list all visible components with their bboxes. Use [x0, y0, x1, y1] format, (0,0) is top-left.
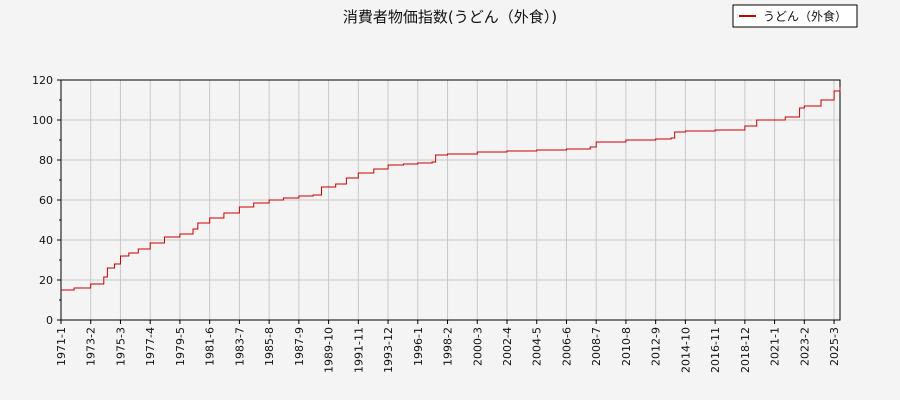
series-line: [61, 87, 841, 291]
y-tick-label: 40: [39, 234, 53, 247]
x-tick-label: 1985-8: [263, 327, 276, 366]
legend-label: うどん（外食）: [763, 9, 847, 24]
y-tick-label: 0: [46, 314, 53, 327]
x-tick-label: 1996-1: [412, 327, 425, 366]
y-tick-label: 60: [39, 194, 53, 207]
x-tick-label: 1987-9: [293, 327, 306, 366]
x-tick-label: 2008-7: [590, 327, 603, 366]
grid: [61, 80, 840, 320]
chart-title: 消費者物価指数(うどん（外食）): [343, 8, 557, 26]
x-tick-label: 2016-11: [709, 327, 722, 373]
x-tick-label: 1991-11: [352, 327, 365, 373]
legend-box: [732, 4, 858, 28]
x-tick-label: 2018-12: [739, 327, 752, 373]
x-tick-label: 2010-8: [620, 327, 633, 366]
series-layer: [61, 87, 841, 291]
x-tick-label: 1981-6: [204, 327, 217, 366]
x-tick-label: 1975-3: [114, 327, 127, 366]
x-tick-label: 1977-4: [144, 327, 157, 366]
y-axis: 0 20 40 60 80 100 120: [32, 74, 61, 327]
x-tick-label: 2025-3: [828, 327, 841, 366]
x-tick-label: 2002-4: [501, 327, 514, 366]
x-tick-label: 1993-12: [382, 327, 395, 373]
x-axis: 1971-1 1973-2 1975-3 1977-4 1979-5 1981-6 1983…: [55, 320, 841, 373]
x-tick-label: 2000-3: [471, 327, 484, 366]
x-tick-label: 2006-6: [560, 327, 573, 366]
x-tick-label: 2004-5: [531, 327, 544, 366]
legend: うどん（外食）: [732, 4, 858, 28]
x-tick-label: 1979-5: [174, 327, 187, 366]
x-tick-label: 2023-2: [798, 327, 811, 366]
y-tick-label: 80: [39, 154, 53, 167]
x-tick-label: 1971-1: [55, 327, 68, 366]
y-tick-label: 20: [39, 274, 53, 287]
y-tick-label: 100: [32, 114, 53, 127]
x-tick-label: 2012-9: [650, 327, 663, 366]
x-tick-label: 1989-10: [323, 327, 336, 373]
x-tick-label: 2021-1: [769, 327, 782, 366]
x-tick-label: 1983-7: [233, 327, 246, 366]
y-tick-label: 120: [32, 74, 53, 87]
x-tick-label: 1973-2: [85, 327, 98, 366]
x-tick-label: 1998-2: [442, 327, 455, 366]
x-tick-label: 2014-10: [679, 327, 692, 373]
